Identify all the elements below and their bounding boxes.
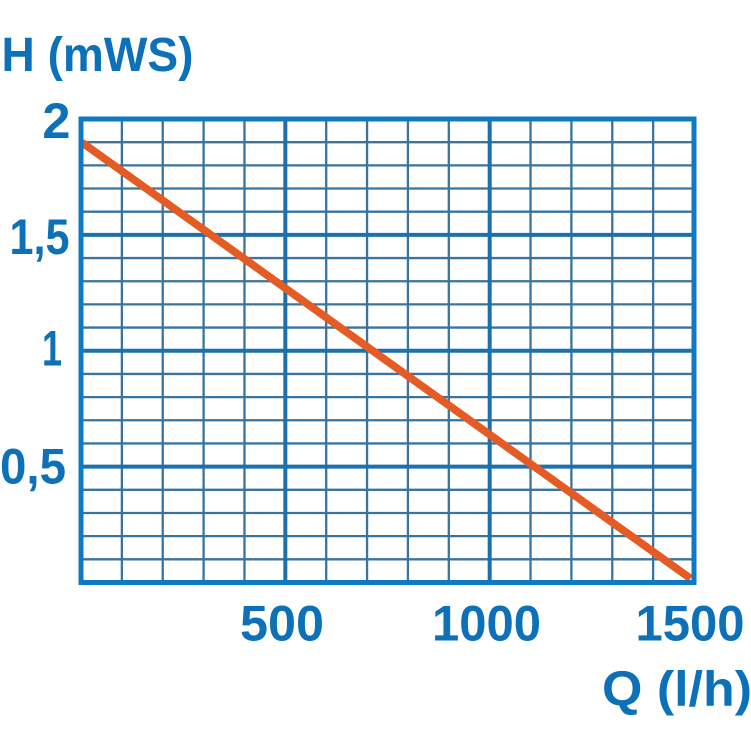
svg-text:H (mWS): H (mWS)	[2, 29, 194, 82]
svg-text:1: 1	[42, 320, 62, 377]
svg-text:1500: 1500	[636, 594, 745, 651]
svg-text:500: 500	[240, 594, 324, 651]
svg-text:0,5: 0,5	[0, 438, 66, 495]
svg-text:1000: 1000	[432, 594, 541, 651]
svg-text:2: 2	[42, 92, 70, 149]
svg-text:1,5: 1,5	[10, 208, 70, 265]
svg-text:Q (l/h): Q (l/h)	[602, 663, 751, 717]
